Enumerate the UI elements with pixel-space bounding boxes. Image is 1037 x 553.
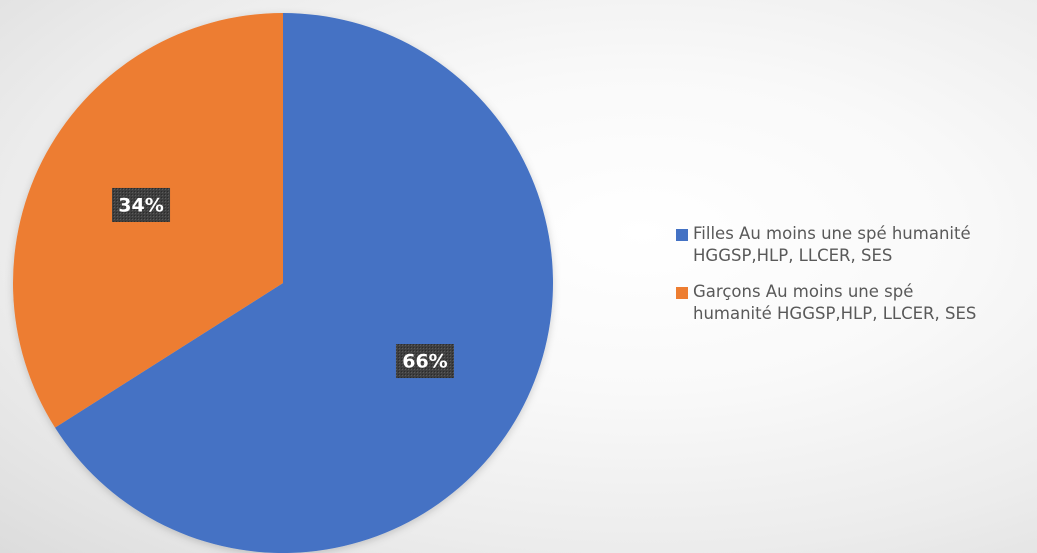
data-label-text-filles: 66% <box>402 351 447 373</box>
legend-item-filles: Filles Au moins une spé humanité HGGSP,H… <box>676 223 1036 267</box>
legend-swatch-garcons <box>676 287 688 299</box>
data-label-filles: 66% <box>395 344 454 379</box>
legend-item-garcons: Garçons Au moins une spé humanité HGGSP,… <box>676 281 1036 325</box>
legend-swatch-filles <box>676 229 688 241</box>
legend-label-filles: Filles Au moins une spé humanité HGGSP,H… <box>693 224 971 265</box>
data-label-box-filles <box>395 344 454 379</box>
pie-data-labels: 66% 34% <box>112 187 454 379</box>
data-label-box-garcons <box>112 187 171 222</box>
data-label-text-garcons: 34% <box>118 194 163 216</box>
legend: Filles Au moins une spé humanité HGGSP,H… <box>676 223 1036 339</box>
pie-slices <box>13 13 553 553</box>
pie-slice-filles <box>55 13 553 553</box>
legend-label-garcons: Garçons Au moins une spé humanité HGGSP,… <box>693 282 977 323</box>
data-label-garcons: 34% <box>112 187 171 222</box>
